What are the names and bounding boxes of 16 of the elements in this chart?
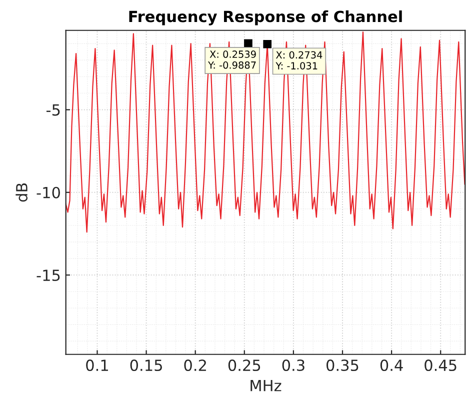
x-tick-label: 0.1 [86,360,108,372]
y-tick-label: -5 [46,104,60,116]
x-tick-label: 0.2 [184,360,206,372]
annotation: X: 0.2539 Y: -0.9887 [208,50,256,69]
x-tick-label: 0.45 [424,360,456,372]
y-tick-label: -15 [36,270,60,282]
y-tick-label: -10 [36,186,60,198]
annotation: X: 0.2734 Y: -1.031 [276,51,322,70]
x-axis-title: MHz [250,380,282,392]
x-tick-label: 0.4 [380,360,403,372]
x-tick-label: 0.35 [326,360,358,372]
x-tick-label: 0.3 [282,360,304,372]
x-tick-label: 0.15 [130,360,162,372]
chart-title: Frequency Response of Channel [129,10,402,26]
x-tick-label: 0.25 [228,360,260,372]
y-axis-title: dB [16,183,28,202]
